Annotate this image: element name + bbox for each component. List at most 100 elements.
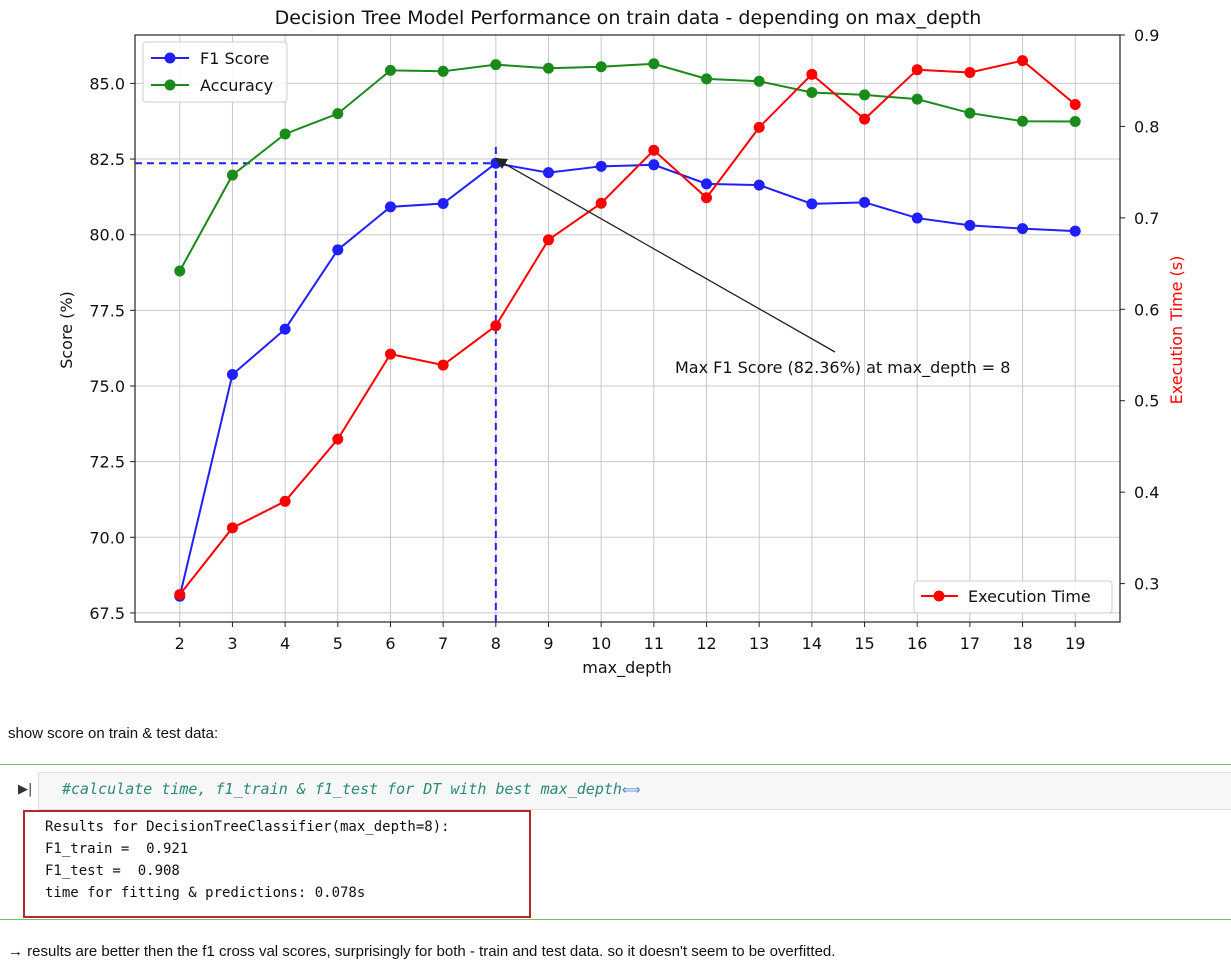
data-point-execution-time bbox=[279, 495, 291, 507]
y-tick-label: 80.0 bbox=[89, 226, 125, 245]
data-point-f1-score bbox=[1069, 225, 1081, 237]
data-point-accuracy bbox=[542, 62, 554, 74]
data-point-accuracy bbox=[437, 65, 449, 77]
legend-label-time: Execution Time bbox=[968, 587, 1091, 606]
legend-left: F1 Score Accuracy bbox=[142, 41, 288, 103]
data-point-accuracy bbox=[174, 265, 186, 277]
chart-series bbox=[174, 55, 1081, 602]
x-tick-label: 12 bbox=[696, 634, 716, 653]
x-axis-label: max_depth bbox=[582, 658, 671, 678]
data-point-accuracy bbox=[806, 86, 818, 98]
data-point-execution-time bbox=[701, 192, 713, 204]
output-line-results: Results for DecisionTreeClassifier(max_d… bbox=[45, 819, 450, 835]
data-point-execution-time bbox=[753, 121, 765, 133]
data-point-accuracy bbox=[859, 89, 871, 101]
y2-tick-label: 0.4 bbox=[1134, 483, 1159, 502]
x-tick-label: 4 bbox=[280, 634, 290, 653]
data-point-execution-time bbox=[911, 64, 923, 76]
legend-label-accuracy: Accuracy bbox=[200, 76, 273, 95]
y-tick-label: 72.5 bbox=[89, 453, 125, 472]
cell-output-highlight bbox=[23, 810, 531, 918]
performance-chart: Decision Tree Model Performance on train… bbox=[57, 7, 1186, 678]
chart-title: Decision Tree Model Performance on train… bbox=[275, 7, 982, 29]
data-point-accuracy bbox=[1069, 116, 1081, 128]
data-point-accuracy bbox=[648, 58, 660, 70]
code-comment-line[interactable]: #calculate time, f1_train & f1_test for … bbox=[62, 780, 641, 798]
data-point-accuracy bbox=[964, 107, 976, 119]
data-point-f1-score bbox=[806, 198, 818, 210]
legend-right: Execution Time bbox=[913, 580, 1113, 614]
y-tick-label: 77.5 bbox=[89, 301, 125, 320]
markdown-text-show-score: show score on train & test data: bbox=[8, 725, 219, 742]
x-tick-label: 7 bbox=[438, 634, 448, 653]
data-point-f1-score bbox=[384, 201, 396, 213]
run-cell-icon[interactable]: ▶| bbox=[18, 782, 33, 797]
data-point-f1-score bbox=[648, 159, 660, 171]
legend-marker-f1 bbox=[164, 52, 176, 64]
y-tick-label: 82.5 bbox=[89, 150, 125, 169]
y2-tick-label: 0.3 bbox=[1134, 575, 1159, 594]
y-axis-left: 67.5 70.0 72.5 75.0 77.5 80.0 82.5 85.0 bbox=[89, 74, 135, 623]
y2-tick-label: 0.5 bbox=[1134, 392, 1159, 411]
data-point-accuracy bbox=[384, 64, 396, 76]
legend-marker-accuracy bbox=[164, 79, 176, 91]
data-point-execution-time bbox=[964, 66, 976, 78]
data-point-execution-time bbox=[806, 68, 818, 80]
y2-tick-label: 0.8 bbox=[1134, 117, 1159, 136]
data-point-f1-score bbox=[859, 196, 871, 208]
data-point-execution-time bbox=[384, 348, 396, 360]
x-tick-label: 19 bbox=[1065, 634, 1085, 653]
y-tick-label: 67.5 bbox=[89, 604, 125, 623]
data-point-accuracy bbox=[1017, 115, 1029, 127]
y-axis-right: 0.3 0.4 0.5 0.6 0.7 0.8 0.9 bbox=[1120, 26, 1159, 594]
y2-tick-label: 0.9 bbox=[1134, 26, 1159, 45]
x-tick-label: 13 bbox=[749, 634, 769, 653]
y2-axis-label: Execution Time (s) bbox=[1167, 256, 1186, 405]
data-point-execution-time bbox=[226, 522, 238, 534]
data-point-f1-score bbox=[542, 167, 554, 179]
data-point-accuracy bbox=[701, 73, 713, 85]
x-tick-label: 11 bbox=[644, 634, 664, 653]
data-point-f1-score bbox=[279, 323, 291, 335]
data-point-execution-time bbox=[1017, 55, 1029, 67]
markdown-text-conclusion: → results are better then the f1 cross v… bbox=[8, 943, 836, 960]
code-editor[interactable] bbox=[38, 772, 1231, 810]
x-tick-label: 14 bbox=[802, 634, 822, 653]
output-line-time: time for fitting & predictions: 0.078s bbox=[45, 885, 366, 901]
code-comment-text: #calculate time, f1_train & f1_test for … bbox=[62, 780, 622, 798]
data-point-execution-time bbox=[437, 359, 449, 371]
data-point-f1-score bbox=[911, 212, 923, 224]
data-point-execution-time bbox=[648, 144, 660, 156]
expand-hidden-code-icon[interactable]: ⟺ bbox=[621, 783, 641, 798]
data-point-f1-score bbox=[226, 368, 238, 380]
data-point-f1-score bbox=[1017, 223, 1029, 235]
data-point-f1-score bbox=[332, 244, 344, 256]
x-tick-label: 5 bbox=[333, 634, 343, 653]
x-tick-label: 10 bbox=[591, 634, 611, 653]
data-point-execution-time bbox=[490, 320, 502, 332]
legend-label-f1: F1 Score bbox=[200, 49, 269, 68]
x-tick-label: 17 bbox=[960, 634, 980, 653]
max-annotation: Max F1 Score (82.36%) at max_depth = 8 bbox=[495, 158, 1010, 378]
data-point-f1-score bbox=[701, 178, 713, 190]
y-axis-label: Score (%) bbox=[57, 291, 76, 369]
annotation-arrow-line bbox=[504, 163, 836, 353]
x-tick-label: 9 bbox=[543, 634, 553, 653]
data-point-execution-time bbox=[595, 197, 607, 209]
y-tick-label: 85.0 bbox=[89, 74, 125, 93]
y2-tick-label: 0.6 bbox=[1134, 300, 1159, 319]
y-tick-label: 75.0 bbox=[89, 377, 125, 396]
output-line-f1-test: F1_test = 0.908 bbox=[45, 863, 180, 879]
data-point-execution-time bbox=[542, 234, 554, 246]
data-point-f1-score bbox=[964, 219, 976, 231]
y2-tick-label: 0.7 bbox=[1134, 209, 1159, 228]
x-tick-label: 6 bbox=[385, 634, 395, 653]
notebook-code-cell[interactable] bbox=[0, 764, 1231, 920]
x-tick-label: 2 bbox=[175, 634, 185, 653]
x-tick-label: 3 bbox=[227, 634, 237, 653]
annotation-text: Max F1 Score (82.36%) at max_depth = 8 bbox=[675, 358, 1010, 378]
y-tick-label: 70.0 bbox=[89, 528, 125, 547]
data-point-accuracy bbox=[911, 93, 923, 105]
x-tick-label: 16 bbox=[907, 634, 927, 653]
data-point-accuracy bbox=[226, 169, 238, 181]
